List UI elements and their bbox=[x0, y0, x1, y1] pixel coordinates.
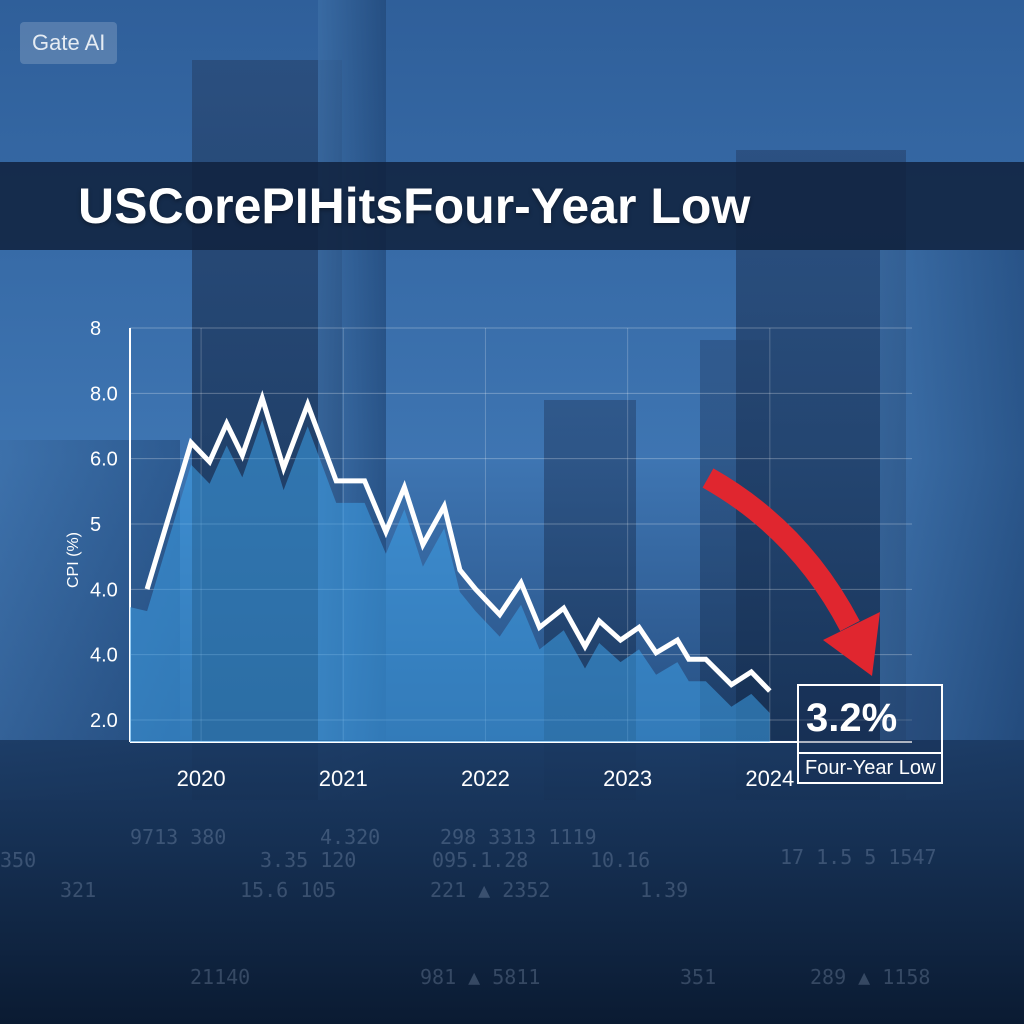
callout-divider bbox=[799, 752, 941, 754]
cpi-series-line bbox=[144, 390, 772, 693]
ticker-text: 3.35 120 bbox=[260, 848, 357, 872]
four-year-low-callout: 3.2% Four-Year Low bbox=[797, 684, 943, 784]
ticker-text: 221 ▲ 2352 bbox=[430, 878, 551, 902]
callout-value: 3.2% bbox=[806, 696, 898, 740]
y-tick-label: 8.0 bbox=[90, 383, 118, 405]
ticker-text: 289 ▲ 1158 bbox=[810, 965, 931, 989]
ticker-text: 095.1.28 bbox=[432, 848, 529, 872]
y-tick-label: 6.0 bbox=[90, 449, 118, 471]
down-arrow-head bbox=[823, 612, 880, 676]
ticker-text: 321 bbox=[60, 878, 97, 902]
down-arrow-shaft bbox=[702, 468, 860, 632]
tick-layer: 2.0 4.0 4.0 5 6.0 8.0 8 2020 2021 2022 2023 2024 CPI… bbox=[65, 318, 794, 791]
ticker-text: 10.16 bbox=[590, 848, 651, 872]
y-tick-label: 8 bbox=[90, 318, 101, 340]
y-tick-label: 2.0 bbox=[90, 710, 118, 732]
title-band bbox=[0, 162, 1024, 250]
chart-title: USCorePIHitsFour-Year Low bbox=[78, 178, 751, 234]
line-layer bbox=[144, 390, 772, 693]
callout-label: Four-Year Low bbox=[805, 757, 936, 779]
ticker-text: 17 1.5 5 1547 bbox=[780, 845, 937, 869]
ticker-text: 4.320 bbox=[320, 825, 381, 849]
x-tick-label: 2024 bbox=[745, 766, 794, 791]
cpi-area-fill bbox=[130, 420, 770, 742]
ticker-text: 21140 bbox=[190, 965, 251, 989]
ticker-text: 351 bbox=[680, 965, 717, 989]
y-axis-label: CPI (%) bbox=[65, 532, 82, 588]
ticker-text: 1.39 bbox=[640, 878, 689, 902]
arrow-layer bbox=[702, 468, 880, 676]
ticker-text: 9713 380 bbox=[130, 825, 227, 849]
ticker-text: 298 3313 1119 bbox=[440, 825, 597, 849]
x-tick-label: 2023 bbox=[603, 766, 652, 791]
ticker-text: 350 bbox=[0, 848, 37, 872]
ticker-text: 15.6 105 bbox=[240, 878, 337, 902]
x-tick-label: 2020 bbox=[177, 766, 226, 791]
ticker-text: 981 ▲ 5811 bbox=[420, 965, 541, 989]
area-layer bbox=[130, 420, 770, 742]
y-tick-label: 5 bbox=[90, 514, 101, 536]
y-tick-label: 4.0 bbox=[90, 645, 118, 667]
y-tick-label: 4.0 bbox=[90, 579, 118, 601]
x-tick-label: 2021 bbox=[319, 766, 368, 791]
watermark-badge: Gate AI bbox=[20, 22, 118, 64]
x-tick-label: 2022 bbox=[461, 766, 510, 791]
